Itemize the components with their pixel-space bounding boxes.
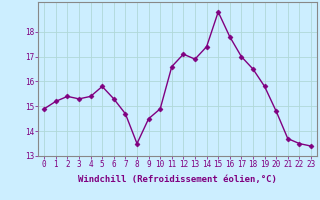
X-axis label: Windchill (Refroidissement éolien,°C): Windchill (Refroidissement éolien,°C) [78,175,277,184]
